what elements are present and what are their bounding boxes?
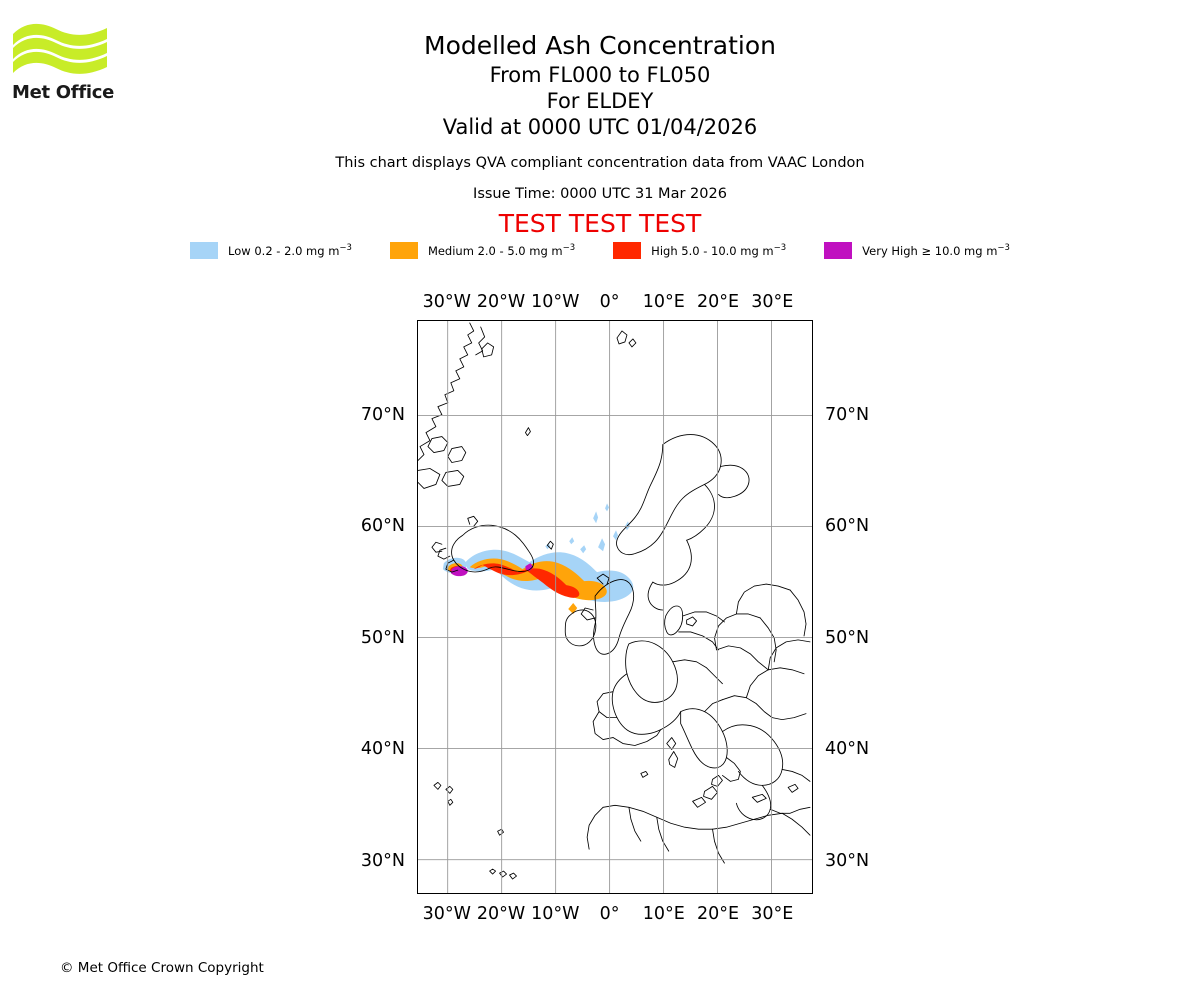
valid-time: Valid at 0000 UTC 01/04/2026 bbox=[442, 115, 758, 139]
lon-tick-label-bottom: 10°W bbox=[531, 904, 580, 924]
lon-tick-label-bottom: 20°W bbox=[476, 904, 526, 924]
legend-swatch bbox=[613, 242, 642, 259]
met-office-logo: Met Office bbox=[12, 22, 122, 117]
lat-tick-label-right: 30°N bbox=[825, 850, 870, 871]
legend-swatch bbox=[190, 242, 219, 259]
test-banner: TEST TEST TEST bbox=[498, 209, 702, 238]
lat-tick-label-right: 70°N bbox=[825, 404, 870, 425]
lat-tick-label-left: 70°N bbox=[360, 404, 405, 425]
copyright-notice: © Met Office Crown Copyright bbox=[60, 960, 264, 976]
lon-tick-label-top: 30°W bbox=[422, 292, 471, 312]
legend-label: Medium 2.0 - 5.0 mg m−3 bbox=[427, 243, 576, 258]
legend-label: High 5.0 - 10.0 mg m−3 bbox=[651, 243, 787, 258]
lon-tick-label-bottom: 30°W bbox=[422, 904, 471, 924]
legend-label: Very High ≥ 10.0 mg m−3 bbox=[862, 243, 1010, 258]
page-title: Modelled Ash Concentration bbox=[424, 31, 776, 60]
lat-tick-label-left: 60°N bbox=[360, 516, 405, 537]
issue-time: Issue Time: 0000 UTC 31 Mar 2026 bbox=[473, 186, 727, 202]
qva-note: This chart displays QVA compliant concen… bbox=[335, 155, 865, 171]
lat-tick-label-left: 50°N bbox=[360, 627, 405, 648]
met-office-wave-icon bbox=[13, 23, 107, 74]
lat-tick-label-left: 30°N bbox=[360, 850, 405, 871]
lon-tick-label-top: 10°W bbox=[531, 292, 580, 312]
graticule-grid bbox=[418, 321, 812, 893]
lon-tick-label-top: 30°E bbox=[751, 292, 794, 312]
lat-tick-label-left: 40°N bbox=[360, 739, 405, 760]
ash-layer-very-high bbox=[450, 563, 534, 577]
lon-tick-label-bottom: 10°E bbox=[642, 904, 685, 924]
flight-level-range: From FL000 to FL050 bbox=[489, 63, 711, 87]
legend-swatch bbox=[389, 242, 418, 259]
legend-item: Very High ≥ 10.0 mg m−3 bbox=[824, 242, 1010, 259]
ash-concentration-map: 30°W 30°W 20°W 20°W 10°W 10°W 0° 0° 10°E 10°E 20°E… bbox=[361, 292, 869, 924]
lat-tick-label-right: 50°N bbox=[825, 627, 870, 648]
map-canvas bbox=[418, 321, 812, 893]
lat-tick-label-right: 60°N bbox=[825, 516, 870, 537]
lon-tick-label-bottom: 0° bbox=[599, 904, 620, 924]
legend-item: High 5.0 - 10.0 mg m−3 bbox=[613, 242, 786, 259]
volcano-name: For ELDEY bbox=[546, 89, 654, 113]
map-frame bbox=[417, 320, 813, 894]
lon-tick-label-bottom: 30°E bbox=[751, 904, 794, 924]
legend-item: Medium 2.0 - 5.0 mg m−3 bbox=[389, 242, 576, 259]
legend-swatch bbox=[824, 242, 853, 259]
lon-tick-label-top: 0° bbox=[599, 292, 620, 312]
logo-wordmark: Met Office bbox=[12, 82, 115, 103]
chart-header: Modelled Ash Concentration From FL000 to… bbox=[0, 0, 1200, 238]
lat-tick-label-right: 40°N bbox=[825, 739, 870, 760]
lon-tick-label-bottom: 20°E bbox=[697, 904, 740, 924]
lon-tick-label-top: 10°E bbox=[642, 292, 685, 312]
concentration-legend: Low 0.2 - 2.0 mg m−3 Medium 2.0 - 5.0 mg … bbox=[0, 242, 1200, 259]
lon-tick-label-top: 20°W bbox=[476, 292, 526, 312]
legend-label: Low 0.2 - 2.0 mg m−3 bbox=[228, 243, 352, 258]
lon-tick-label-top: 20°E bbox=[697, 292, 740, 312]
legend-item: Low 0.2 - 2.0 mg m−3 bbox=[190, 242, 352, 259]
